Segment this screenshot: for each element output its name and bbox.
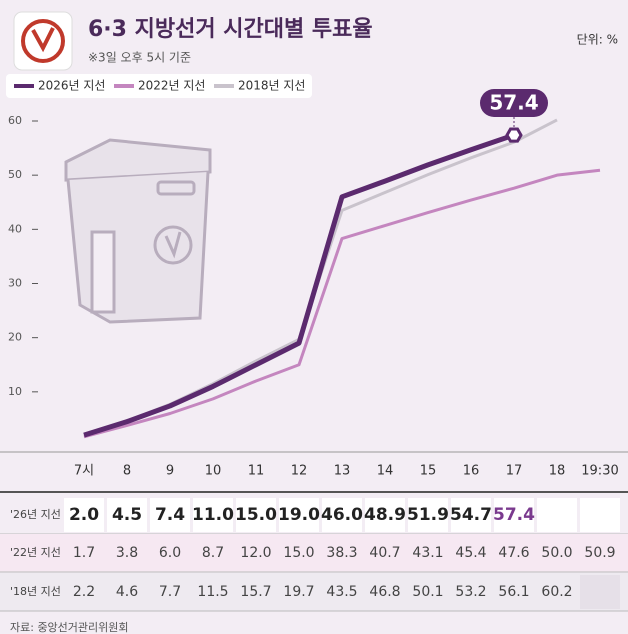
table-cell <box>236 498 276 532</box>
highlight-marker <box>505 127 523 143</box>
subtitle: ※3일 오후 5시 기준 <box>88 51 191 65</box>
table-value: 12.0 <box>240 545 271 561</box>
y-tick-label: 40 <box>8 222 22 235</box>
table-cell <box>64 498 104 532</box>
table-value: 46.8 <box>369 584 400 600</box>
table-cell <box>193 498 233 532</box>
table-value: 48.9 <box>364 505 406 525</box>
callout-box <box>480 89 548 117</box>
legend-label: 2026년 지선 <box>38 79 105 93</box>
table-cell <box>537 498 577 532</box>
x-tick-label: 17 <box>506 464 523 479</box>
table-value: 6.0 <box>159 545 181 561</box>
table-value: 56.1 <box>498 584 529 600</box>
y-tick-label: 20 <box>8 331 22 344</box>
table-cell <box>279 498 319 532</box>
table-cell <box>494 498 534 532</box>
table-value: 60.2 <box>541 584 572 600</box>
table-cell <box>322 498 362 532</box>
table-value: 7.7 <box>159 584 181 600</box>
y-tick-label: 50 <box>8 168 22 181</box>
table-value: 45.4 <box>455 545 486 561</box>
table-value: 50.0 <box>541 545 572 561</box>
callout-label: 57.4 <box>489 91 538 115</box>
table-value: 50.9 <box>584 545 615 561</box>
table-value: 57.4 <box>493 505 535 525</box>
series-line <box>83 132 515 438</box>
table-value: 11.0 <box>192 505 234 525</box>
table-value: 15.0 <box>235 505 277 525</box>
table-value: 7.4 <box>155 505 185 525</box>
table-value: 54.7 <box>450 505 492 525</box>
row-label: '26년 지선 <box>10 508 61 521</box>
x-tick-label: 11 <box>248 464 265 479</box>
table-value: 4.5 <box>112 505 142 525</box>
table-value: 46.0 <box>321 505 363 525</box>
table-cell <box>580 575 620 609</box>
table-value: 3.8 <box>116 545 138 561</box>
table-row <box>0 573 628 611</box>
y-tick-label: 10 <box>8 385 22 398</box>
x-tick-label: 18 <box>549 464 566 479</box>
y-tick-label: 30 <box>8 277 22 290</box>
table-value: 43.5 <box>326 584 357 600</box>
table-value: 15.0 <box>283 545 314 561</box>
unit: 단위: % <box>577 33 618 47</box>
x-tick-label: 13 <box>334 464 351 479</box>
row-label: '22년 지선 <box>10 546 61 559</box>
table-value: 43.1 <box>412 545 443 561</box>
x-tick-label: 16 <box>463 464 480 479</box>
x-tick-label: 7시 <box>74 464 94 479</box>
row-label: '18년 지선 <box>10 585 61 598</box>
table-value: 19.7 <box>283 584 314 600</box>
x-tick-label: 14 <box>377 464 394 479</box>
table-value: 15.7 <box>240 584 271 600</box>
table-value: 4.6 <box>116 584 138 600</box>
table-cell <box>365 498 405 532</box>
legend-label: 2018년 지선 <box>238 79 305 93</box>
legend-label: 2022년 지선 <box>138 79 205 93</box>
table-cell <box>150 498 190 532</box>
table-value: 8.7 <box>202 545 224 561</box>
table-value: 2.0 <box>69 505 99 525</box>
table-value: 1.7 <box>73 545 95 561</box>
table-value: 51.9 <box>407 505 449 525</box>
table-cell <box>451 498 491 532</box>
ballot-box <box>64 138 212 324</box>
table-value: 2.2 <box>73 584 95 600</box>
series-line <box>83 168 601 439</box>
title: 6·3 지방선거 시간대별 투표율 <box>88 17 373 42</box>
table-value: 50.1 <box>412 584 443 600</box>
legend-box <box>6 74 312 98</box>
x-tick-label: 15 <box>420 464 437 479</box>
x-tick-label: 10 <box>205 464 222 479</box>
source: 자료: 중앙선거관리위원회 <box>10 621 129 634</box>
table-value: 38.3 <box>326 545 357 561</box>
table-value: 19.0 <box>278 505 320 525</box>
y-tick-label: 60 <box>8 114 22 127</box>
table-value: 11.5 <box>197 584 228 600</box>
x-tick-label: 12 <box>291 464 308 479</box>
table-cell <box>408 498 448 532</box>
table-value: 40.7 <box>369 545 400 561</box>
x-tick-label: 9 <box>166 464 174 479</box>
table-value: 47.6 <box>498 545 529 561</box>
table-row <box>0 534 628 572</box>
x-tick-label: 8 <box>123 464 131 479</box>
table-cell <box>107 498 147 532</box>
table-cell <box>580 498 620 532</box>
table-value: 53.2 <box>455 584 486 600</box>
logo <box>13 11 73 71</box>
x-tick-label: 19:30 <box>581 464 618 479</box>
